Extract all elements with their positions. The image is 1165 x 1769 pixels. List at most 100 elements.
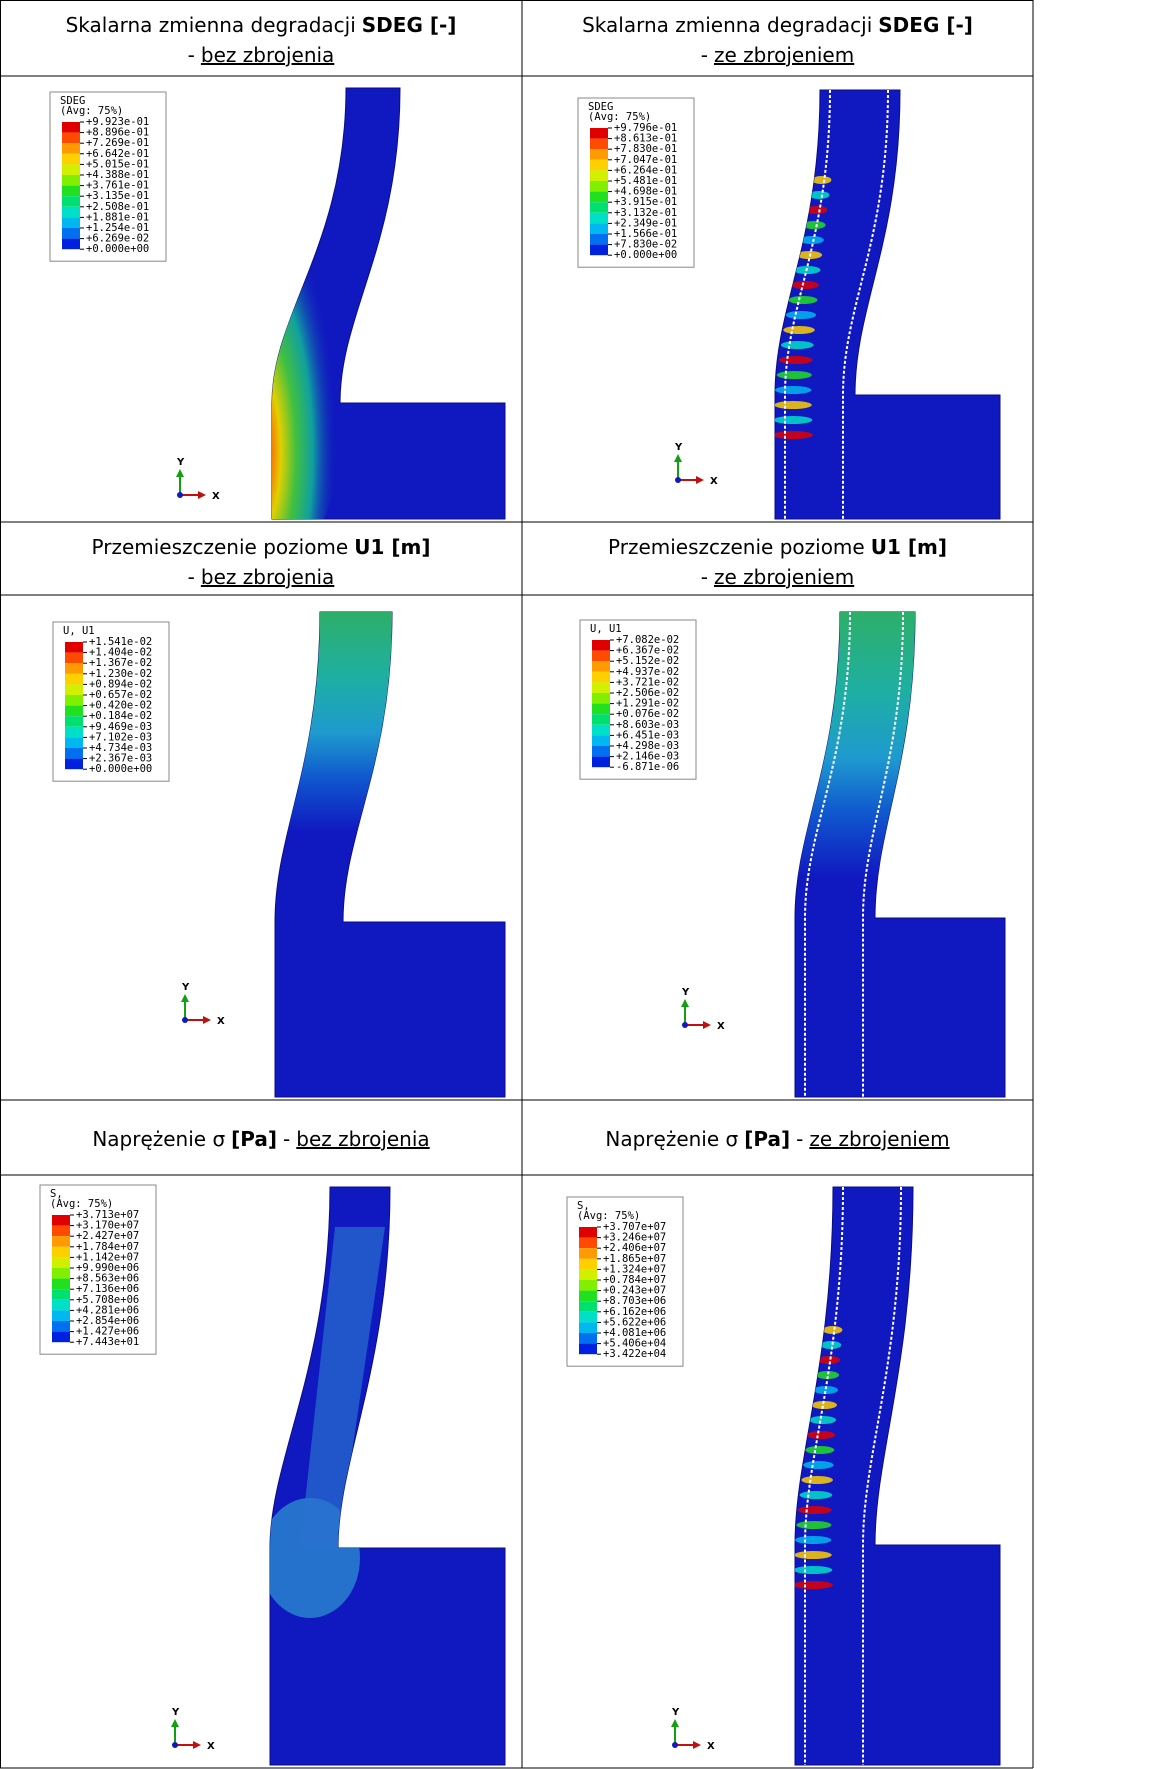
legend-band	[52, 1289, 70, 1300]
header-text: Przemieszczenie poziome	[608, 535, 865, 559]
origin	[672, 1742, 678, 1748]
y-arrowhead	[671, 1719, 679, 1727]
legend-band	[592, 693, 610, 704]
legend-value: +6.162e+06	[603, 1306, 666, 1318]
crack-band	[780, 341, 814, 349]
y-arrowhead	[171, 1719, 179, 1727]
legend-value: +3.170e+07	[76, 1220, 139, 1232]
legend-value: +4.298e-03	[616, 740, 679, 752]
legend-band	[65, 716, 83, 727]
crack-band	[799, 1491, 833, 1499]
legend-value: +4.388e-01	[86, 169, 149, 181]
legend-value: +0.000e+00	[89, 763, 152, 775]
legend-band	[62, 238, 80, 250]
legend-value: +7.830e-02	[614, 239, 677, 251]
legend-band	[590, 138, 608, 150]
x-arrowhead	[693, 1741, 701, 1749]
header-quantity: U1 [m]	[871, 535, 947, 559]
legend-value: +0.076e-02	[616, 708, 679, 720]
legend-value: +1.566e-01	[614, 228, 677, 240]
legend-value: +2.508e-01	[86, 201, 149, 213]
legend-value: +5.708e+06	[76, 1294, 139, 1306]
legend-value: +3.713e+07	[76, 1209, 139, 1221]
legend-band	[592, 724, 610, 736]
legend-band	[590, 128, 608, 139]
fe-mesh	[794, 1186, 1001, 1766]
header-dash: -	[188, 565, 195, 589]
header-line: Naprężenie σ [Pa] - bez zbrojenia	[92, 1127, 429, 1151]
header-variant: bez zbrojenia	[201, 565, 334, 589]
legend-band	[62, 217, 80, 228]
legend-value: +2.406e+07	[603, 1242, 666, 1254]
legend-band	[579, 1322, 597, 1333]
header-text: Naprężenie σ	[605, 1127, 738, 1151]
legend-band	[579, 1237, 597, 1249]
legend-band	[52, 1278, 70, 1290]
legend-value: +1.254e-01	[86, 222, 149, 234]
legend: SDEG(Avg: 75%)+9.796e-01+8.613e-01+7.830…	[577, 97, 695, 268]
crack-band	[799, 236, 824, 244]
legend-band	[590, 170, 608, 181]
header-line: - bez zbrojenia	[188, 43, 335, 67]
legend-value: +9.796e-01	[614, 122, 677, 134]
legend-value: +0.420e-02	[89, 700, 152, 712]
legend-band	[592, 756, 610, 768]
legend-band	[579, 1269, 597, 1280]
legend-value: +2.367e-03	[89, 753, 152, 765]
legend-value: +6.264e-01	[614, 164, 677, 176]
legend-band	[579, 1290, 597, 1302]
legend-value: +0.184e-02	[89, 710, 152, 722]
crack-band	[811, 176, 832, 184]
legend-subtitle: (Avg: 75%)	[588, 111, 651, 123]
legend-value: +0.784e+07	[603, 1274, 666, 1286]
legend-value: +0.000e+00	[614, 249, 677, 261]
header-dash: -	[188, 43, 195, 67]
legend-band	[52, 1310, 70, 1321]
legend-band	[579, 1227, 597, 1238]
crack-band	[776, 371, 812, 379]
legend-value: +4.081e+06	[603, 1327, 666, 1339]
header-variant: bez zbrojenia	[201, 43, 334, 67]
legend: U, U1+7.082e-02+6.367e-02+5.152e-02+4.93…	[579, 619, 697, 780]
legend-band	[592, 714, 610, 725]
crack-band	[808, 191, 830, 199]
fe-panel: S,(Avg: 75%)+3.707e+07+3.246e+07+2.406e+…	[566, 1186, 1001, 1766]
crack-band	[811, 1401, 838, 1409]
legend-band	[579, 1248, 597, 1259]
legend-value: +1.324e+07	[603, 1263, 666, 1275]
y-arrowhead	[176, 469, 184, 477]
y-axis-label: Y	[171, 1707, 180, 1718]
axis-triad: YX	[671, 1707, 715, 1752]
crack-band	[807, 1431, 836, 1439]
legend-value: +8.896e-01	[86, 127, 149, 139]
header-line: Skalarna zmienna degradacji SDEG [-]	[66, 13, 457, 37]
x-axis-label: X	[207, 1741, 215, 1752]
legend-band	[592, 735, 610, 746]
legend-value: +4.937e-02	[616, 666, 679, 678]
legend-band	[52, 1236, 70, 1247]
legend-value: +2.427e+07	[76, 1230, 139, 1242]
x-arrowhead	[198, 491, 206, 499]
legend: SDEG(Avg: 75%)+9.923e-01+8.896e-01+7.269…	[49, 91, 167, 262]
crack-band	[775, 416, 813, 424]
legend-value: +1.541e-02	[89, 636, 152, 648]
legend-value: +1.230e-02	[89, 668, 152, 680]
legend-band	[590, 244, 608, 256]
header-quantity: [Pa]	[744, 1127, 790, 1151]
legend-value: +3.707e+07	[603, 1221, 666, 1233]
crack-band	[795, 1551, 832, 1559]
legend-value: +3.915e-01	[614, 196, 677, 208]
legend-value: +5.015e-01	[86, 158, 149, 170]
legend-value: +4.698e-01	[614, 186, 677, 198]
crack-band	[778, 356, 813, 364]
legend-value: +5.481e-01	[614, 175, 677, 187]
legend-title: SDEG	[588, 101, 613, 113]
legend-band	[590, 202, 608, 213]
legend-value: +5.406e+04	[603, 1338, 666, 1350]
legend-band	[62, 132, 80, 144]
legend-band	[590, 149, 608, 160]
crack-band	[801, 1476, 833, 1484]
crack-band	[795, 1536, 832, 1544]
legend-band	[590, 223, 608, 234]
legend: S,(Avg: 75%)+3.713e+07+3.170e+07+2.427e+…	[39, 1184, 157, 1355]
